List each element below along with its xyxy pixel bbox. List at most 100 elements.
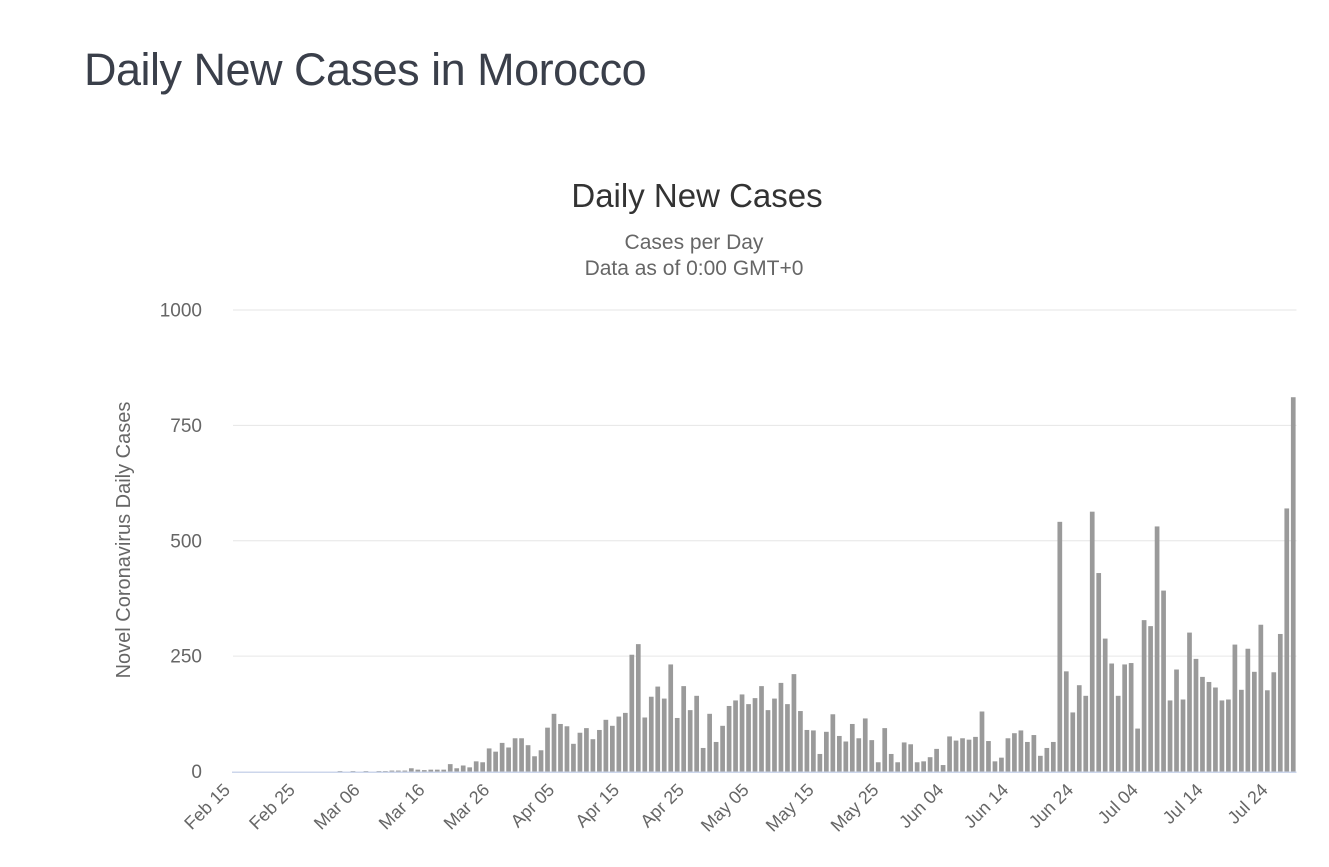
bar-Apr-24[interactable] <box>681 686 687 772</box>
bar-Mar-12[interactable] <box>402 770 408 772</box>
bar-Jun-05[interactable] <box>953 740 959 772</box>
bar-Apr-03[interactable] <box>545 727 550 772</box>
bar-May-26[interactable] <box>888 753 894 772</box>
bar-Jul-26[interactable] <box>1284 508 1290 772</box>
bar-May-21[interactable] <box>856 738 862 772</box>
bar-Jul-20[interactable] <box>1245 648 1251 772</box>
bar-Jun-03[interactable] <box>940 765 946 772</box>
bar-May-03[interactable] <box>739 694 745 772</box>
bar-May-17[interactable] <box>830 714 836 772</box>
bar-Jun-19[interactable] <box>1044 747 1050 772</box>
bar-Apr-04[interactable] <box>551 713 557 772</box>
bar-Jun-04[interactable] <box>947 736 952 772</box>
bar-Mar-11[interactable] <box>396 770 401 772</box>
bar-Jun-15[interactable] <box>1018 730 1024 772</box>
bar-Jul-03[interactable] <box>1135 728 1140 772</box>
bar-Mar-14[interactable] <box>415 769 421 772</box>
bar-Mar-28[interactable] <box>506 747 511 772</box>
bar-Jun-10[interactable] <box>986 741 991 772</box>
bar-May-14[interactable] <box>811 730 816 772</box>
bar-Apr-28[interactable] <box>707 713 712 772</box>
bar-May-23[interactable] <box>869 740 875 772</box>
bar-Jul-11[interactable] <box>1187 632 1192 772</box>
bar-May-10[interactable] <box>785 704 790 772</box>
bar-Jun-14[interactable] <box>1012 733 1017 772</box>
bar-Jun-25[interactable] <box>1083 695 1089 772</box>
bar-Jul-06[interactable] <box>1154 526 1160 772</box>
bar-Mar-27[interactable] <box>499 742 505 772</box>
bar-Mar-18[interactable] <box>441 769 447 772</box>
bar-Jul-09[interactable] <box>1174 669 1179 772</box>
bar-Apr-27[interactable] <box>700 747 706 772</box>
bar-Jul-10[interactable] <box>1180 699 1186 772</box>
bar-Apr-11[interactable] <box>597 729 602 772</box>
bar-Jun-08[interactable] <box>973 736 978 772</box>
bar-Apr-07[interactable] <box>571 743 576 772</box>
bar-Mar-24[interactable] <box>480 762 486 772</box>
bar-Jun-30[interactable] <box>1115 695 1121 772</box>
bar-Jul-16[interactable] <box>1219 700 1225 772</box>
bar-Jun-13[interactable] <box>1005 738 1011 772</box>
bar-Apr-02[interactable] <box>538 750 544 772</box>
bar-Mar-20[interactable] <box>454 768 460 772</box>
bar-Jul-19[interactable] <box>1239 689 1244 772</box>
bar-Jun-02[interactable] <box>934 748 939 772</box>
bar-May-22[interactable] <box>862 718 868 772</box>
bar-May-07[interactable] <box>765 710 771 772</box>
bar-Jul-02[interactable] <box>1128 663 1134 772</box>
bar-Mar-17[interactable] <box>434 769 440 772</box>
bar-May-11[interactable] <box>791 674 797 772</box>
bar-May-25[interactable] <box>882 728 888 772</box>
bar-May-24[interactable] <box>875 762 881 772</box>
bar-May-19[interactable] <box>843 741 849 772</box>
bar-May-16[interactable] <box>824 731 829 772</box>
bar-Jul-12[interactable] <box>1193 658 1199 772</box>
bar-Apr-23[interactable] <box>674 717 680 772</box>
bar-Jun-24[interactable] <box>1076 685 1082 772</box>
bar-Mar-16[interactable] <box>428 769 434 772</box>
bar-May-12[interactable] <box>798 711 803 772</box>
bar-Apr-18[interactable] <box>642 717 648 772</box>
bar-Jul-05[interactable] <box>1148 626 1153 772</box>
bar-Jun-12[interactable] <box>999 757 1004 772</box>
bar-Jun-22[interactable] <box>1063 671 1069 772</box>
bar-Mar-15[interactable] <box>421 770 427 772</box>
bar-Apr-12[interactable] <box>603 719 609 772</box>
bar-Mar-21[interactable] <box>460 765 466 772</box>
bar-May-02[interactable] <box>733 700 738 772</box>
bar-Jul-25[interactable] <box>1277 633 1283 772</box>
bar-Mar-25[interactable] <box>486 748 492 772</box>
bar-Mar-26[interactable] <box>493 751 498 772</box>
bar-Mar-13[interactable] <box>408 768 414 772</box>
bar-Jun-11[interactable] <box>992 761 998 772</box>
bar-Jun-21[interactable] <box>1057 521 1063 772</box>
bar-Apr-08[interactable] <box>577 732 583 772</box>
bar-Jul-04[interactable] <box>1141 620 1147 772</box>
bar-Mar-19[interactable] <box>447 764 453 772</box>
bar-Jun-26[interactable] <box>1089 511 1095 772</box>
bar-Apr-19[interactable] <box>648 696 654 772</box>
bar-Apr-25[interactable] <box>687 710 693 772</box>
bar-May-31[interactable] <box>921 761 926 772</box>
bar-Apr-14[interactable] <box>616 716 622 772</box>
bar-Jul-14[interactable] <box>1206 681 1212 772</box>
bar-Mar-30[interactable] <box>519 738 524 772</box>
bar-Apr-30[interactable] <box>720 725 725 772</box>
bar-Jun-16[interactable] <box>1025 741 1030 772</box>
bar-May-09[interactable] <box>778 682 784 772</box>
bar-Jun-20[interactable] <box>1050 741 1056 772</box>
bar-Jun-27[interactable] <box>1096 573 1102 772</box>
bar-Jul-01[interactable] <box>1122 664 1127 772</box>
bar-Jun-28[interactable] <box>1102 638 1108 772</box>
bar-Apr-16[interactable] <box>629 654 635 772</box>
bar-May-08[interactable] <box>772 698 777 772</box>
bar-Jun-18[interactable] <box>1038 755 1043 772</box>
bar-Apr-09[interactable] <box>584 728 589 772</box>
bar-Jul-18[interactable] <box>1232 644 1238 772</box>
bar-Apr-20[interactable] <box>655 686 661 772</box>
bar-Jun-29[interactable] <box>1109 663 1115 772</box>
bar-May-28[interactable] <box>901 742 907 772</box>
bar-May-13[interactable] <box>804 729 810 772</box>
bar-Apr-22[interactable] <box>668 664 674 772</box>
bar-Jul-15[interactable] <box>1213 687 1218 772</box>
